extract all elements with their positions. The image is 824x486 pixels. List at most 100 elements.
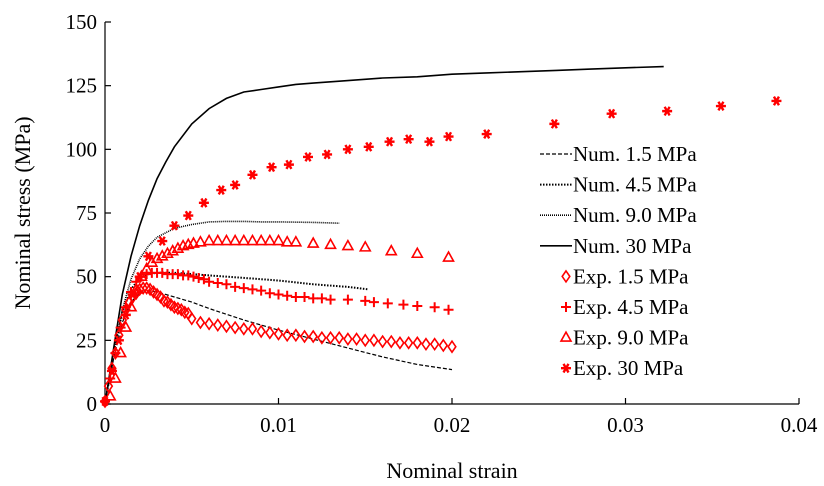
y-tick-label: 100 [66, 137, 98, 161]
exp-1-5-mpa-point [403, 335, 414, 350]
exp-4-5-mpa-point [443, 304, 454, 315]
exp-9-0-mpa-point [228, 233, 242, 246]
exp-1-5-mpa-point [377, 334, 388, 349]
exp-9-0-mpa-point [306, 236, 320, 248]
legend-label-exp-4-5-mpa: Exp. 4.5 MPa [573, 295, 689, 319]
exp-30-mpa-point [143, 251, 154, 262]
exp-30-mpa-point [183, 210, 194, 221]
exp-9-0-mpa-point [166, 244, 180, 256]
exp-4-5-mpa-point [282, 290, 293, 301]
exp-1-5-mpa-point [213, 318, 223, 332]
exp-30-mpa-point [481, 129, 492, 139]
exp-4-5-mpa-point [398, 299, 409, 310]
exp-9-0-mpa-point [171, 241, 185, 253]
exp-1-5-mpa-point [351, 332, 362, 346]
exp-4-5-mpa-point [429, 302, 440, 313]
exp-4-5-mpa-point [412, 300, 423, 311]
exp-1-5-mpa-point [221, 319, 232, 334]
x-ticks: 0 0.01 0.02 0.03 0.04 [100, 398, 818, 437]
exp-1-5-mpa-point [256, 324, 266, 339]
exp-1-5-mpa-point [186, 311, 197, 326]
exp-9-0-mpa-point [237, 233, 251, 246]
legend-label-num-30-mpa: Num. 30 MPa [573, 234, 692, 258]
exp-1-5-mpa-point [273, 327, 284, 341]
legend-swatch-exp-1-5-mpa [561, 269, 571, 284]
exp-30-mpa-point [302, 152, 313, 162]
exp-1-5-mpa-point [412, 335, 423, 350]
exp-1-5-mpa-point [360, 333, 371, 348]
exp-1-5-mpa-point [438, 338, 449, 353]
legend-label-exp-9-0-mpa: Exp. 9.0 MPa [573, 326, 689, 350]
exp-1-5-mpa-point [334, 330, 344, 345]
x-tick-label: 0 [100, 413, 111, 437]
exp-9-0-mpa-point [410, 246, 424, 259]
y-tick-label: 50 [76, 265, 97, 289]
exp-30-mpa-point [100, 396, 110, 407]
exp-4-5-mpa-point [188, 271, 199, 282]
exp-30-mpa-point [134, 271, 145, 282]
exp-30-mpa-point [230, 180, 241, 190]
exp-30-mpa-point [283, 159, 294, 170]
exp-9-0-mpa-point [124, 300, 138, 312]
exp-30-mpa-point [247, 169, 258, 180]
x-tick-label: 0.04 [781, 413, 818, 437]
exp-9-0-mpa-point [194, 235, 207, 247]
exp-4-5-mpa-point [238, 283, 249, 294]
exp-1-5-mpa-point [325, 330, 336, 345]
exp-30-mpa-point [106, 365, 117, 376]
exp-30-mpa-point [403, 134, 414, 145]
exp-9-0-mpa-point [263, 233, 277, 246]
exp-9-0-mpa-point [272, 233, 285, 246]
exp-9-0-mpa-point [114, 345, 127, 358]
legend-label-exp-1-5-mpa: Exp. 1.5 MPa [573, 264, 689, 288]
exp-4-5-mpa-point [256, 285, 267, 296]
exp-1-5-mpa-point [265, 325, 275, 340]
exp-30-mpa-point [384, 136, 395, 147]
exp-9-0-mpa-point [254, 233, 268, 246]
exp-9-0-mpa-point [442, 250, 455, 262]
exp-1-5-mpa-point [308, 329, 318, 344]
exp-1-5-mpa-point [230, 320, 240, 335]
exp-1-5-mpa-point [195, 315, 206, 330]
exp-4-5-mpa-point [221, 279, 232, 290]
exp-9-0-mpa-point [202, 233, 216, 246]
exp-4-5-mpa-point [183, 270, 194, 281]
exp-4-5-mpa-point [290, 292, 301, 303]
legend-label-num-9-0-mpa: Num. 9.0 MPa [573, 203, 697, 227]
exp-9-0-mpa-point [246, 233, 259, 246]
y-tick-label: 25 [76, 328, 97, 352]
legend-label-num-4-5-mpa: Num. 4.5 MPa [573, 173, 697, 197]
exp-4-5-mpa-point [193, 272, 204, 283]
exp-1-5-mpa-point [291, 328, 301, 343]
exp-4-5-mpa-point [273, 289, 284, 300]
exp-1-5-mpa-point [247, 321, 258, 336]
exp-30-mpa-point [266, 162, 277, 173]
exp-1-5-mpa-point [317, 330, 327, 345]
exp-9-0-mpa-point [341, 238, 355, 251]
legend-swatch-exp-4-5-mpa [561, 302, 571, 312]
exp-30-mpa-point [127, 289, 138, 300]
exp-1-5-mpa-point [386, 334, 397, 349]
exp-4-5-mpa-point [368, 297, 379, 308]
exp-4-5-mpa-point [316, 293, 327, 304]
num-30-mpa-line [104, 65, 664, 405]
y-axis-label: Nominal stress (MPa) [10, 116, 35, 309]
y-tick-label: 150 [66, 10, 98, 34]
x-axis-label: Nominal strain [386, 458, 517, 483]
exp-30-mpa-point [342, 144, 353, 155]
exp-4-5-mpa-point [204, 276, 215, 287]
exp-4-5-mpa-point [198, 274, 209, 285]
exp-30-mpa-point [715, 101, 726, 111]
exp-30-mpa-point [120, 309, 131, 320]
exp-30-mpa-point [443, 131, 454, 142]
exp-1-5-mpa-point [395, 335, 405, 350]
exp-9-0-mpa-point [187, 236, 200, 248]
exp-9-0-mpa-point [211, 233, 225, 246]
exp-1-5-mpa-point [343, 332, 353, 346]
exp-30-mpa-point [363, 141, 374, 152]
legend-swatch-exp-9-0-mpa [559, 330, 573, 342]
exp-9-0-mpa-point [109, 371, 122, 383]
exp-1-5-mpa-point [282, 328, 292, 343]
